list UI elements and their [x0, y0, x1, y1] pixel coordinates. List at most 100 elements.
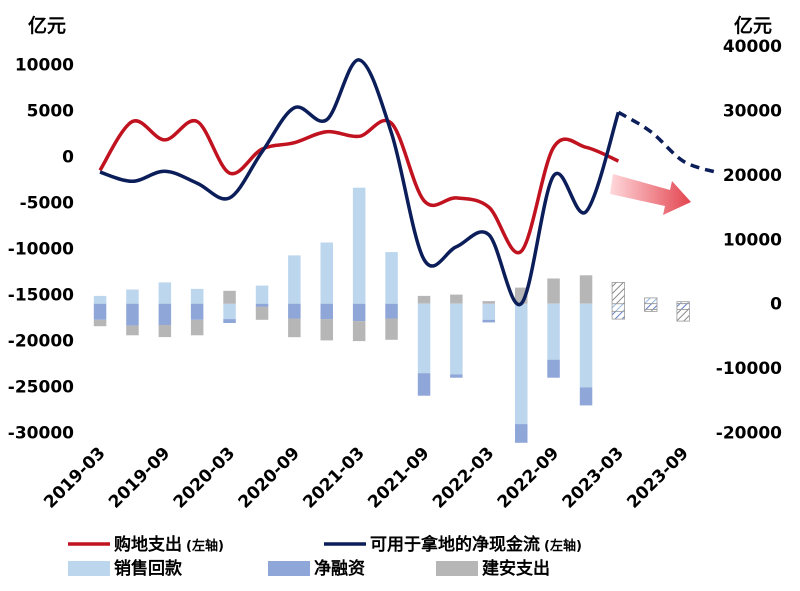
bar-sales-receipts [547, 303, 560, 360]
x-tick-label: 2020-09 [235, 443, 304, 512]
bar-net-financing [515, 424, 528, 443]
bar-sales-receipts [158, 282, 172, 304]
left-tick-label: 5000 [27, 102, 74, 122]
right-tick-label: 10000 [723, 230, 782, 250]
x-axis: 2019-032019-092020-032020-092021-032021-… [40, 443, 693, 512]
left-tick-label: -25000 [8, 378, 74, 398]
bar-construction [352, 321, 366, 342]
bar-net-financing [190, 303, 204, 320]
legend-label-net-cash-flow: 可用于拿地的净现金流 (左轴) [370, 534, 582, 555]
x-tick-label: 2019-03 [40, 443, 109, 512]
bar-construction [223, 290, 236, 304]
bar-sales-receipts [255, 285, 269, 304]
right-tick-label: 0 [770, 295, 782, 315]
bar-sales-receipts [352, 187, 366, 304]
bar-construction [676, 309, 690, 322]
bar-construction [288, 318, 301, 338]
bar-construction [126, 325, 139, 336]
left-axis: 10000 5000 0 -5000 -10000 -15000 -20000 -25000 -… [8, 56, 74, 444]
bar-net-financing [288, 303, 301, 319]
right-tick-label: 40000 [723, 37, 782, 57]
bar-construction [547, 278, 560, 304]
bar-net-financing [352, 303, 366, 322]
x-tick-label: 2021-09 [364, 443, 433, 512]
right-tick-label: -20000 [716, 424, 782, 444]
left-axis-unit: 亿元 [28, 14, 66, 37]
right-axis: 40000 30000 20000 10000 0 -10000 -20000 [716, 37, 782, 444]
x-tick-label: 2022-03 [429, 443, 498, 512]
bar-construction [644, 309, 658, 312]
trend-arrow [610, 174, 691, 215]
bar-construction [417, 295, 431, 304]
bar-net-financing [255, 303, 269, 307]
left-tick-label: -30000 [8, 424, 74, 444]
left-tick-label: -10000 [8, 240, 74, 260]
bar-net-financing [158, 303, 172, 325]
legend-swatch-construction [436, 561, 478, 576]
left-tick-label: 10000 [15, 56, 74, 76]
bar-net-financing [450, 374, 463, 378]
left-tick-label: 0 [62, 148, 74, 168]
legend-swatch-sales [68, 561, 110, 576]
legend-label-land-purchase: 购地支出 (左轴) [114, 534, 224, 555]
legend-label-financing: 净融资 [314, 558, 365, 579]
x-tick-label: 2020-03 [170, 443, 239, 512]
bar-sales-receipts [320, 242, 333, 304]
bar-net-financing [223, 319, 236, 323]
bar-construction [482, 301, 495, 304]
bar-sales-receipts [223, 303, 236, 320]
x-tick-label: 2023-09 [623, 443, 692, 512]
bar-construction [579, 275, 593, 304]
left-tick-label: -20000 [8, 332, 74, 352]
bar-construction [385, 318, 398, 340]
bar-series [93, 187, 690, 443]
line-series [98, 58, 717, 307]
x-tick-label: 2019-09 [105, 443, 174, 512]
bar-sales-receipts [417, 303, 431, 374]
legend: 购地支出 (左轴) 可用于拿地的净现金流 (左轴) 销售回款 净融资 建安支出 [68, 534, 582, 579]
line-net-cash-flow-actual [99, 58, 621, 307]
legend-label-sales: 销售回款 [114, 558, 183, 579]
bar-sales-receipts [482, 303, 495, 320]
right-axis-unit: 亿元 [734, 14, 772, 37]
bar-sales-receipts [190, 288, 204, 304]
x-tick-label: 2023-03 [559, 443, 628, 512]
left-tick-label: -15000 [8, 286, 74, 306]
bar-net-financing [126, 303, 139, 326]
bar-construction [93, 319, 107, 327]
bar-sales-receipts [644, 297, 658, 305]
bar-construction [158, 324, 172, 338]
bar-net-financing [482, 319, 495, 323]
bar-sales-receipts [450, 303, 463, 375]
bar-construction [450, 294, 463, 304]
legend-label-construction: 建安支出 [482, 558, 550, 579]
bar-construction [255, 306, 269, 320]
bar-net-financing [385, 303, 398, 319]
bar-sales-receipts [611, 303, 625, 312]
bar-net-financing [644, 303, 658, 310]
legend-swatch-financing [268, 561, 310, 576]
bar-net-financing [579, 387, 593, 406]
bar-net-financing [676, 303, 690, 310]
bar-construction [190, 319, 204, 336]
left-tick-label: -5000 [20, 194, 75, 214]
bar-sales-receipts [579, 303, 593, 388]
line-net-cash-flow-forecast [617, 110, 717, 174]
bar-net-financing [547, 359, 560, 378]
bar-construction [611, 281, 625, 305]
right-tick-label: 20000 [723, 166, 782, 186]
bar-sales-receipts [385, 252, 398, 304]
right-tick-label: -10000 [716, 359, 782, 379]
bar-sales-receipts [515, 303, 528, 425]
line-land-purchase [98, 118, 620, 255]
x-tick-label: 2022-09 [494, 443, 563, 512]
bar-sales-receipts [288, 255, 301, 304]
bar-sales-receipts [126, 289, 139, 304]
bar-net-financing [611, 310, 625, 320]
bar-net-financing [320, 303, 333, 320]
bar-net-financing [417, 373, 431, 396]
bar-construction [320, 319, 333, 341]
bar-sales-receipts [93, 295, 107, 304]
